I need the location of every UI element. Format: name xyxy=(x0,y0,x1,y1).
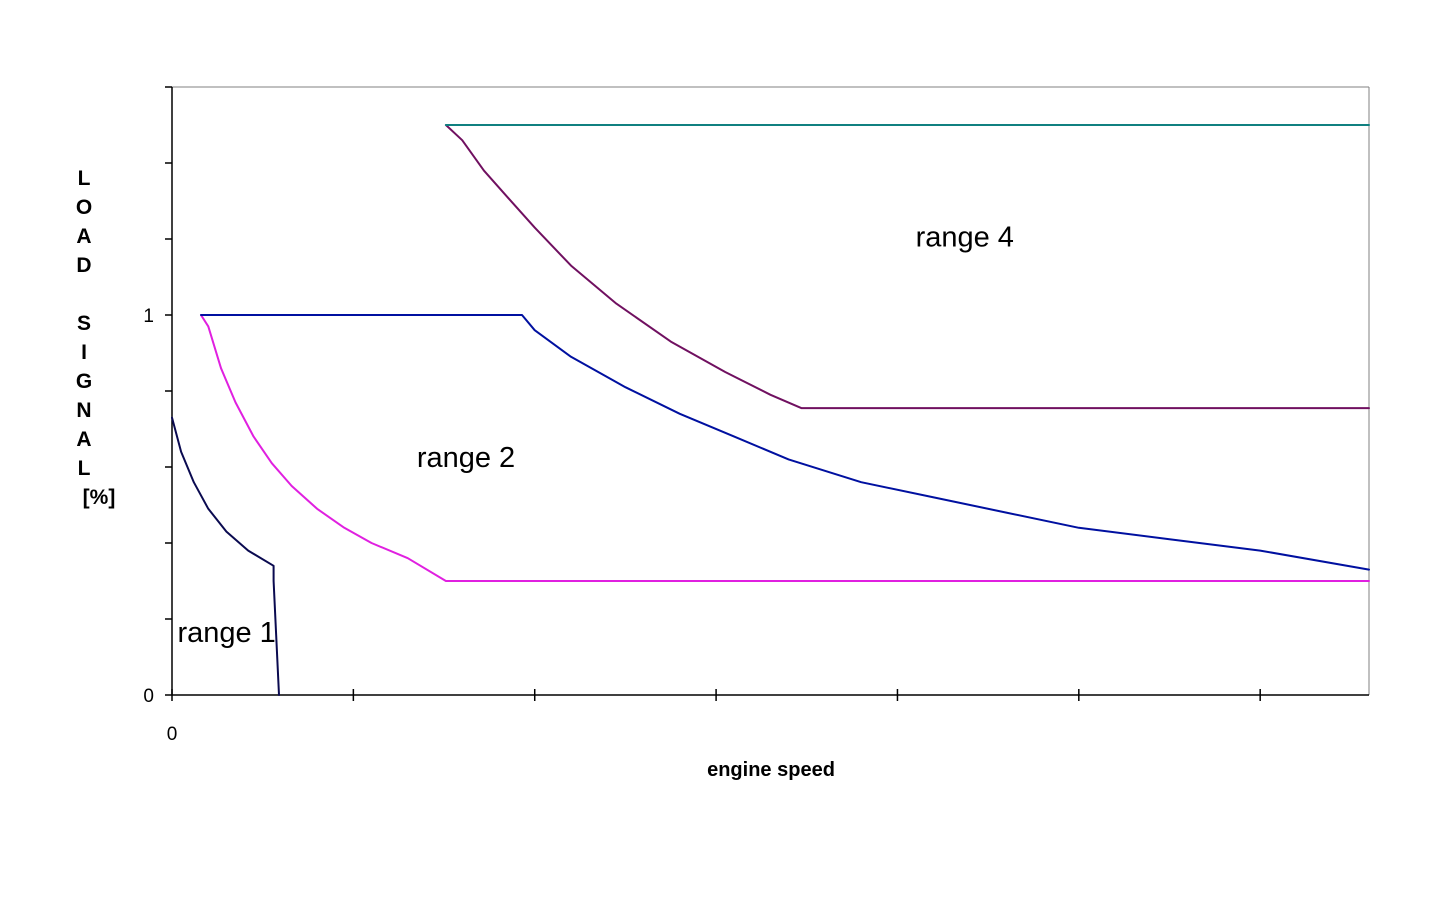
y-axis-ticks: 01 xyxy=(143,86,172,707)
range-annotation: range 1 xyxy=(177,617,275,649)
series-line-1 xyxy=(171,416,280,696)
y-axis-label-letter: G xyxy=(76,370,92,393)
annotation-layer: range 1 range 2 range 4 xyxy=(177,222,1014,649)
y-tick-label: 0 xyxy=(143,686,154,707)
y-axis-label-letter: L xyxy=(78,167,91,190)
y-axis-label-letter: [%] xyxy=(83,486,116,509)
range-annotation: range 2 xyxy=(417,442,515,474)
series-line-3 xyxy=(200,314,1370,571)
x-tick-label: 0 xyxy=(167,724,178,745)
series-layer xyxy=(171,124,1370,696)
y-axis-label-letter: O xyxy=(76,196,92,219)
y-axis-label-letter: S xyxy=(77,312,91,335)
y-tick-label: 1 xyxy=(143,306,154,327)
plot-frame xyxy=(171,86,1370,696)
y-axis-label-letter: A xyxy=(76,225,91,248)
y-axis-label-letter: I xyxy=(81,341,87,364)
series-line-4 xyxy=(444,124,1370,410)
y-axis-label-letter: A xyxy=(76,428,91,451)
x-axis-ticks: 0 xyxy=(167,689,1261,745)
series-line-2 xyxy=(200,314,1370,582)
y-axis-label-letter: N xyxy=(76,399,91,422)
x-axis-label: engine speed xyxy=(707,759,835,781)
y-axis-label-letter: D xyxy=(76,254,91,277)
range-annotation: range 4 xyxy=(916,222,1014,254)
y-axis-label-letter: L xyxy=(78,457,91,480)
